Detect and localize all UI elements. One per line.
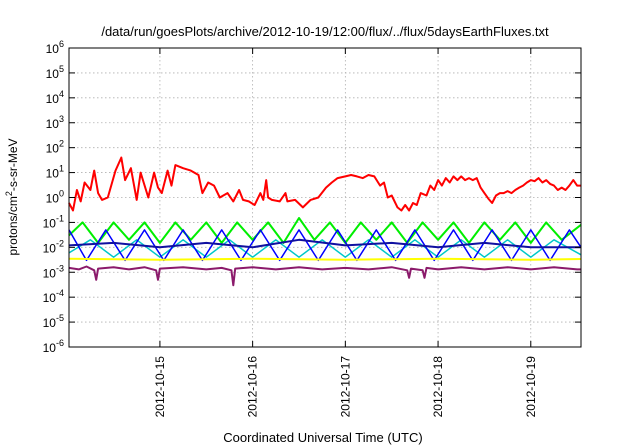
series-line-2 [68,217,582,244]
y-tick-label: 101 [46,164,64,181]
y-axis-label: protons/cm2-s-sr-MeV [4,138,20,255]
y-tick-label: 10-3 [43,263,64,280]
y-tick-label: 10-6 [43,338,64,355]
y-tick-label: 10-1 [43,213,64,230]
axis-ticks [69,47,581,348]
series-line-1 [68,156,581,212]
x-tick-label: 2012-10-18 [431,356,445,418]
x-tick-label: 2012-10-19 [524,356,538,418]
series-line-5 [68,238,581,249]
y-tick-label: 102 [46,139,64,156]
y-tick-label: 103 [46,114,64,131]
series-line-6 [68,257,582,261]
y-tick-label: 10-5 [43,313,64,330]
y-tick-label: 10-4 [43,288,64,305]
x-tick-labels: 2012-10-15 2012-10-16 2012-10-17 2012-10-18… [153,356,538,418]
series-layer [68,156,582,287]
y-tick-label: 105 [46,64,64,81]
y-tick-label: 10-2 [43,238,64,255]
x-tick-label: 2012-10-17 [338,356,352,418]
x-tick-label: 2012-10-15 [153,356,167,418]
chart-title: /data/run/goesPlots/archive/2012-10-19/1… [101,24,549,39]
x-axis-label: Coordinated Universal Time (UTC) [223,430,422,445]
series-line-7 [68,265,581,287]
grid-lines [69,48,581,347]
series-line-3 [68,239,582,258]
x-tick-label: 2012-10-16 [246,356,260,418]
y-tick-label: 106 [46,39,64,56]
y-tick-label: 100 [46,189,64,206]
y-tick-labels: 10-6 10-5 10-4 10-3 10-2 10-1 100 101 102 103 104 1… [43,39,64,355]
y-tick-label: 104 [46,89,64,106]
